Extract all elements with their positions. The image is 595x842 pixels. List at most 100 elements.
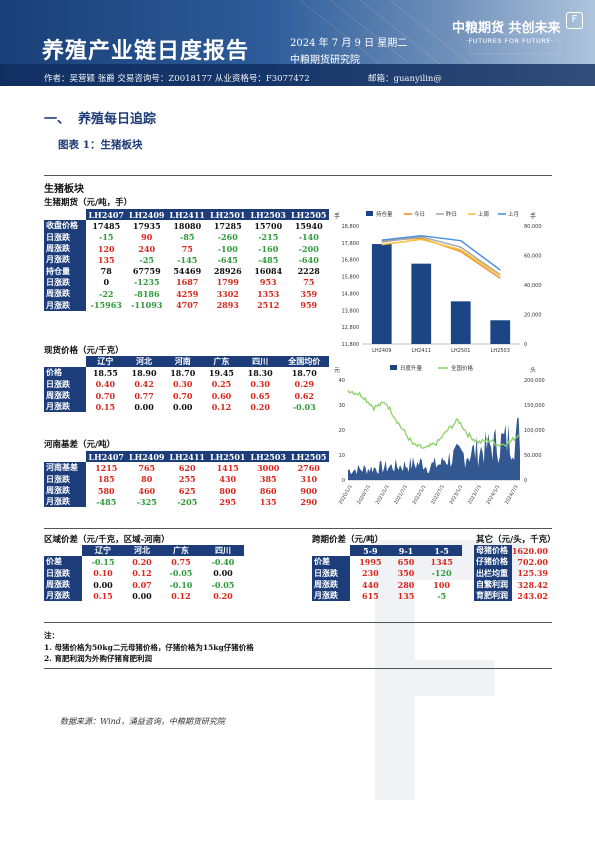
- y-tick-label: 18,800: [342, 224, 360, 230]
- table-cell: -25: [139, 254, 154, 265]
- table-cell: 135: [97, 254, 115, 265]
- column-header: LH2503: [248, 451, 289, 463]
- row-label: 月涨跌: [312, 590, 350, 602]
- x-tick-label: LH2503: [491, 348, 510, 354]
- row-label: 月涨跌: [44, 496, 86, 508]
- table-cell: 953: [259, 277, 277, 288]
- row-label: 周涨跌: [312, 578, 350, 591]
- notes-divider: [44, 668, 552, 669]
- report-header: 养殖产业链日度报告 2024 年 7 月 9 日 星期二 中粮期货研究院 中粮期…: [0, 0, 595, 86]
- column-header: [44, 545, 82, 556]
- table-row: 仔猪价格 702.00: [474, 556, 552, 568]
- row-label: 周涨跌: [44, 242, 86, 255]
- spot-table-title: 现货价格（元/千克）: [44, 346, 124, 356]
- table-cell: 19.45: [208, 367, 234, 378]
- price-line: [347, 389, 521, 449]
- table-cell: 959: [300, 300, 318, 311]
- column-header: 广东: [159, 545, 202, 557]
- table-row: 月涨跌 615 135 -5: [312, 590, 462, 602]
- table-cell: 0.77: [134, 390, 154, 401]
- table-cell: 580: [97, 485, 115, 496]
- spread-table-title: 跨期价差（元/吨）: [312, 535, 384, 545]
- left-unit-label: 手: [334, 212, 340, 220]
- legend-label: 上周: [478, 210, 489, 218]
- regional-table-title: 区域价差（元/千克，区域-河南）: [44, 535, 170, 545]
- y-tick-label: 15,800: [342, 275, 360, 281]
- table-cell: 15700: [254, 220, 283, 231]
- table-cell: -11093: [131, 300, 163, 311]
- table-header-row: LH2407 LH2409 LH2411 LH2501 LH2503 LH2505: [44, 451, 329, 463]
- row-label: 日涨跌: [44, 276, 86, 289]
- column-header: 河南: [163, 356, 203, 368]
- logo-badge-icon: F: [566, 12, 583, 29]
- table-cell: -120: [431, 568, 452, 579]
- column-header: 9-1: [390, 545, 422, 557]
- table-cell: 3000: [257, 462, 280, 473]
- y2-tick-label: 80,000: [524, 224, 542, 230]
- legend-swatch: [366, 211, 373, 216]
- column-header: 1-5: [421, 545, 462, 557]
- table-row: 周涨跌 120 240 75 -100 -160 -200: [44, 242, 329, 255]
- row-label: 母猪价格: [474, 545, 512, 557]
- table-cell: 328.42: [517, 579, 548, 590]
- table-row: 河南基差 1215 765 620 1415 3000 2760: [44, 462, 329, 474]
- table-row: 持仓量 78 67759 54469 28926 16084 2228: [44, 265, 329, 277]
- price-volume-chart: 元 头 日度升量 全国价格 0 10 20 30 40 0 50,000 100,000 150,000…: [334, 364, 545, 506]
- table-cell: 2512: [257, 300, 280, 311]
- table-cell: 135: [259, 496, 277, 507]
- y-tick-label: 20: [339, 428, 345, 434]
- column-header: LH2505: [288, 451, 329, 463]
- table-cell: -215: [258, 232, 279, 243]
- table-cell: 185: [97, 474, 115, 485]
- column-header: 辽宁: [82, 545, 125, 557]
- table-cell: 75: [303, 277, 315, 288]
- table-cell: 0.00: [213, 568, 233, 579]
- table-cell: 240: [138, 243, 156, 254]
- table-cell: -205: [177, 496, 198, 507]
- table-cell: 359: [300, 288, 318, 299]
- header-stripe: [0, 64, 595, 86]
- note-item-2: 2. 育肥利润为外购仔猪育肥利润: [44, 654, 152, 663]
- table-cell: 90: [141, 232, 153, 243]
- row-label: 日涨跌: [312, 567, 350, 579]
- table-cell: 67759: [132, 266, 161, 277]
- table-row: 母猪价格 1620.00: [474, 545, 552, 557]
- table-cell: 430: [219, 474, 237, 485]
- table-cell: 310: [300, 474, 318, 485]
- table-cell: 255: [178, 474, 196, 485]
- table-cell: 1995: [359, 556, 382, 567]
- table-cell: 0.12: [132, 568, 152, 579]
- table-cell: 54469: [173, 266, 202, 277]
- table-row: 日涨跌 230 350 -120: [312, 567, 462, 579]
- table-cell: 0.00: [173, 401, 193, 412]
- table-cell: 0.12: [171, 590, 191, 601]
- table-cell: -645: [217, 254, 238, 265]
- table-cell: -22: [99, 288, 114, 299]
- table-cell: 125.39: [517, 568, 548, 579]
- table-cell: 280: [397, 579, 415, 590]
- table-cell: 900: [300, 485, 318, 496]
- table-cell: 0.25: [211, 379, 232, 390]
- table-cell: 350: [397, 568, 415, 579]
- right-unit-label: 手: [530, 212, 536, 220]
- column-header: LH2505: [288, 209, 329, 221]
- table-cell: 0.30: [250, 379, 270, 390]
- table-cell: 16084: [254, 266, 283, 277]
- table-cell: 17485: [92, 220, 121, 231]
- table-row: 月涨跌 135 -25 -145 -645 -485 -640: [44, 254, 329, 266]
- table-cell: 0.40: [95, 379, 116, 390]
- y-tick-label: 11,800: [342, 342, 360, 348]
- table-cell: 0.29: [294, 379, 314, 390]
- table-cell: 17935: [132, 220, 161, 231]
- table-cell: 120: [97, 243, 115, 254]
- figure-title: 图表 1：生猪板块: [58, 139, 143, 151]
- notes-heading: 注：: [44, 631, 59, 640]
- table-cell: 4259: [176, 288, 199, 299]
- table-cell: -0.05: [169, 568, 193, 579]
- y-tick-label: 0: [342, 478, 345, 484]
- table-row: 月涨跌 -485 -325 -205 295 135 290: [44, 496, 329, 508]
- table-cell: 18.30: [247, 367, 273, 378]
- y2-tick-label: 0: [524, 478, 527, 484]
- y-tick-label: 30: [339, 403, 345, 409]
- y2-tick-label: 40,000: [524, 283, 542, 289]
